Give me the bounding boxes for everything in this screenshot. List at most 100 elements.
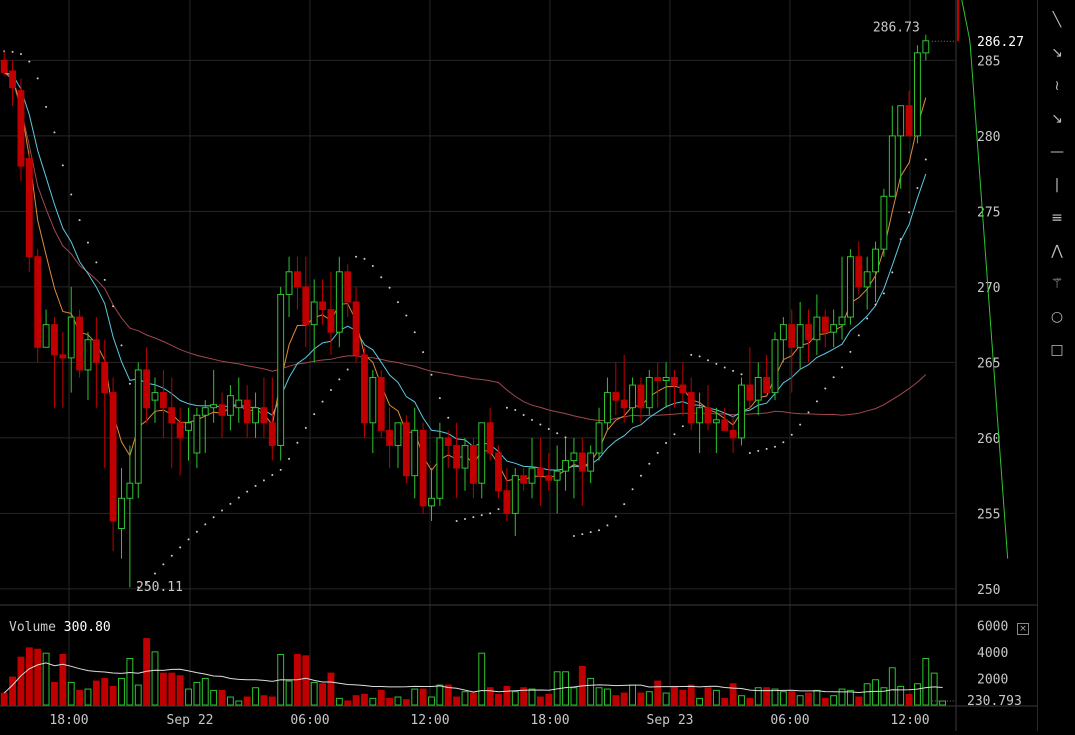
volume-bar[interactable] xyxy=(201,677,209,706)
candle-body[interactable] xyxy=(545,475,553,481)
volume-bar[interactable] xyxy=(285,680,293,706)
volume-bar[interactable] xyxy=(109,685,117,706)
candle-body[interactable] xyxy=(51,324,58,356)
volume-bar[interactable] xyxy=(327,672,335,706)
volume-bar[interactable] xyxy=(503,685,511,706)
candle-body[interactable] xyxy=(92,339,100,363)
candle-body[interactable] xyxy=(369,377,377,424)
candle-body[interactable] xyxy=(453,444,461,469)
volume-bar[interactable] xyxy=(905,693,913,706)
volume-bar[interactable] xyxy=(210,689,218,706)
volume-bar[interactable] xyxy=(696,697,704,706)
volume-bar[interactable] xyxy=(411,688,419,706)
candle-body[interactable] xyxy=(176,422,184,439)
candle-body[interactable] xyxy=(118,497,125,529)
volume-bar[interactable] xyxy=(721,697,729,706)
volume-bar[interactable] xyxy=(76,689,84,706)
volume-bar[interactable] xyxy=(126,658,134,706)
freehand-icon[interactable]: ≀ xyxy=(1054,78,1060,94)
volume-bar[interactable] xyxy=(763,687,771,706)
volume-bar[interactable] xyxy=(729,683,737,706)
candle-body[interactable] xyxy=(570,452,578,462)
candle-body[interactable] xyxy=(285,271,293,295)
volume-bar[interactable] xyxy=(436,684,444,706)
volume-bar[interactable] xyxy=(863,683,871,706)
volume-bar[interactable] xyxy=(369,697,377,706)
candle-body[interactable] xyxy=(612,392,620,401)
volume-bar[interactable] xyxy=(930,672,938,706)
trend-line-icon[interactable]: ╲ xyxy=(1052,12,1062,28)
candle-body[interactable] xyxy=(838,316,846,326)
candle-body[interactable] xyxy=(696,407,704,424)
volume-bar[interactable] xyxy=(637,692,645,706)
candle-body[interactable] xyxy=(536,467,544,477)
volume-bar[interactable] xyxy=(788,691,796,706)
candle-body[interactable] xyxy=(821,316,829,333)
volume-bar[interactable] xyxy=(796,695,804,706)
candle-body[interactable] xyxy=(419,429,427,507)
candle-body[interactable] xyxy=(813,316,821,341)
candle-body[interactable] xyxy=(411,429,419,477)
volume-bar[interactable] xyxy=(545,693,553,706)
volume-bar[interactable] xyxy=(0,692,8,706)
candle-body[interactable] xyxy=(344,271,352,303)
candle-body[interactable] xyxy=(168,407,176,424)
parallel-channel-icon[interactable]: ≡ xyxy=(1051,210,1063,226)
volume-bar[interactable] xyxy=(84,688,92,706)
volume-bar[interactable] xyxy=(704,687,712,706)
volume-bar[interactable] xyxy=(495,693,502,706)
candle-body[interactable] xyxy=(252,407,259,424)
candle-body[interactable] xyxy=(327,309,335,333)
volume-bar[interactable] xyxy=(629,684,636,706)
volume-bar[interactable] xyxy=(226,696,234,706)
candle-body[interactable] xyxy=(126,482,134,499)
volume-bar[interactable] xyxy=(914,683,921,706)
candle-body[interactable] xyxy=(335,271,343,333)
volume-bar[interactable] xyxy=(478,652,486,706)
candle-body[interactable] xyxy=(721,419,729,431)
volume-bar[interactable] xyxy=(193,681,201,706)
candle-body[interactable] xyxy=(595,422,603,454)
candle-body[interactable] xyxy=(763,377,771,394)
candle-body[interactable] xyxy=(629,384,636,409)
volume-bar[interactable] xyxy=(377,689,385,706)
candle-body[interactable] xyxy=(562,460,569,472)
candle-body[interactable] xyxy=(511,475,519,514)
candle-body[interactable] xyxy=(461,444,469,469)
candle-body[interactable] xyxy=(805,324,812,341)
candle-body[interactable] xyxy=(210,404,218,409)
volume-bar[interactable] xyxy=(176,675,184,706)
fan-icon[interactable]: ⋀ xyxy=(1051,243,1063,259)
candle-body[interactable] xyxy=(185,422,192,431)
volume-bar[interactable] xyxy=(838,688,846,706)
candle-body[interactable] xyxy=(352,301,360,356)
candle-body[interactable] xyxy=(159,392,167,409)
volume-bar[interactable] xyxy=(570,687,578,706)
volume-bar[interactable] xyxy=(51,681,58,706)
candle-body[interactable] xyxy=(846,256,854,318)
volume-bar[interactable] xyxy=(185,688,192,706)
candle-body[interactable] xyxy=(469,444,477,484)
volume-bar[interactable] xyxy=(821,697,829,706)
candle-body[interactable] xyxy=(888,135,896,197)
candle-body[interactable] xyxy=(855,256,863,288)
candle-body[interactable] xyxy=(880,195,888,250)
candle-body[interactable] xyxy=(788,324,796,348)
volume-bar[interactable] xyxy=(386,697,394,706)
candle-body[interactable] xyxy=(377,377,385,431)
candle-body[interactable] xyxy=(486,422,494,454)
candle-body[interactable] xyxy=(704,407,712,424)
candle-body[interactable] xyxy=(361,354,368,424)
candle-body[interactable] xyxy=(604,392,611,424)
candle-body[interactable] xyxy=(402,422,410,477)
volume-bar[interactable] xyxy=(671,685,678,706)
candle-body[interactable] xyxy=(779,324,787,341)
candle-body[interactable] xyxy=(17,90,25,167)
candle-body[interactable] xyxy=(59,354,67,359)
candle-body[interactable] xyxy=(201,407,209,416)
volume-bar[interactable] xyxy=(218,689,226,706)
volume-bar[interactable] xyxy=(872,679,879,706)
volume-bar[interactable] xyxy=(319,683,326,706)
candle-body[interactable] xyxy=(671,377,678,386)
